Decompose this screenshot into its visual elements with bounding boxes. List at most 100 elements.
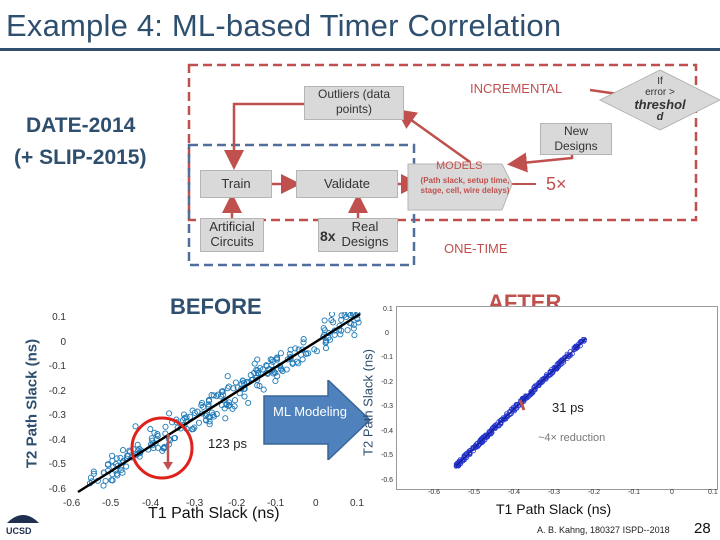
error-diamond (598, 69, 720, 131)
before-point (351, 332, 358, 339)
before-point (109, 477, 116, 484)
new-designs-box: New Designs (540, 123, 612, 155)
error-line1: If (657, 76, 663, 87)
before-point (147, 426, 154, 433)
after-ytick: 0 (385, 330, 389, 337)
before-point (344, 327, 351, 334)
before-point (205, 397, 213, 405)
arrow-outliers-to-train (224, 102, 304, 170)
before-ytick: -0.3 (48, 410, 66, 421)
before-point (224, 385, 231, 392)
after-xtick: -0.4 (508, 489, 521, 496)
before-point (102, 477, 109, 484)
before-point (230, 385, 237, 392)
before-point (154, 431, 161, 438)
before-xtick: -0.6 (63, 498, 81, 509)
before-point (114, 472, 121, 479)
before-point (87, 474, 94, 481)
after-point (540, 376, 546, 382)
after-ytick: -0.1 (381, 354, 394, 361)
before-point (231, 397, 239, 404)
before-point (321, 317, 328, 324)
after-point (535, 383, 541, 389)
after-xtick: -0.6 (428, 489, 441, 496)
after-xlabel: T1 Path Slack (ns) (496, 501, 612, 517)
after-point (528, 390, 534, 396)
after-ytick: -0.3 (381, 403, 394, 410)
before-point (326, 336, 334, 343)
after-point (579, 339, 585, 344)
before-ytick: -0.4 (48, 435, 66, 446)
after-point (478, 438, 484, 444)
before-ytick: -0.5 (48, 459, 66, 470)
before-point (160, 445, 167, 452)
title-rule (0, 48, 720, 51)
before-point (119, 447, 127, 454)
before-point (202, 417, 210, 424)
after-point (460, 457, 465, 463)
after-frame (396, 306, 718, 490)
ucsd-seal-icon (7, 515, 39, 523)
before-point (300, 336, 307, 343)
five-x-label: 5× (546, 174, 567, 194)
before-xtick: -0.5 (102, 498, 120, 509)
before-ytick: 0 (60, 337, 66, 348)
before-point (279, 368, 286, 375)
after-point (566, 352, 572, 358)
before-point (202, 412, 209, 419)
models-shape (407, 163, 513, 211)
before-point (300, 339, 307, 346)
before-xtick: -0.1 (267, 498, 285, 509)
train-box: Train (200, 170, 272, 198)
after-xtick: 0.1 (708, 489, 718, 496)
before-error-arrowhead (163, 462, 173, 470)
slip-label: (+ SLIP-2015) (14, 146, 147, 169)
real-box: Real Designs (318, 218, 398, 252)
before-annotation: 123 ps (208, 436, 248, 451)
eight-x-label: 8x (320, 228, 336, 244)
after-point (489, 428, 495, 433)
before-ytick: -0.6 (48, 484, 66, 495)
after-ytick: -0.4 (381, 428, 394, 435)
before-point (330, 319, 337, 326)
error-line2: error > (645, 87, 675, 98)
before-point (320, 325, 327, 332)
before-point (171, 434, 179, 442)
after-point (502, 416, 507, 422)
after-annotation: 31 ps (552, 400, 584, 415)
before-point (194, 408, 201, 415)
page-number: 28 (694, 520, 711, 537)
after-ylabel-wrap: T2 Path Slack (ns) (358, 325, 380, 485)
error-line3: threshol (634, 97, 686, 112)
before-point (239, 377, 247, 384)
before-point (90, 468, 97, 475)
models-label: MODELS (436, 160, 483, 172)
before-xtick: -0.4 (142, 498, 160, 509)
before-point (277, 350, 284, 357)
before-point (151, 429, 158, 436)
before-point (232, 379, 239, 386)
before-point (222, 415, 229, 422)
after-xticks: -0.6 -0.5 -0.4 -0.3 -0.2 -0.1 0 0.1 (420, 489, 720, 499)
before-point (322, 345, 330, 352)
after-point (554, 364, 560, 370)
before-point (355, 319, 362, 326)
before-point (350, 312, 357, 318)
before-point (272, 377, 279, 385)
before-point (295, 360, 302, 367)
ml-arrow (263, 380, 372, 460)
before-point (213, 411, 220, 418)
before-point (149, 442, 156, 449)
ml-arrow-label: ML Modeling (273, 404, 347, 419)
before-ytick: -0.1 (48, 361, 66, 372)
after-yticks: 0.1 0 -0.1 -0.2 -0.3 -0.4 -0.5 -0.6 (380, 306, 394, 490)
before-label: BEFORE (170, 294, 262, 319)
before-point (231, 403, 238, 410)
before-point (219, 388, 226, 395)
after-xtick: -0.3 (548, 489, 561, 496)
after-ytick: -0.6 (381, 477, 394, 484)
before-point (338, 312, 345, 319)
after-point (465, 452, 470, 458)
before-point (162, 423, 169, 430)
before-point (278, 366, 285, 373)
